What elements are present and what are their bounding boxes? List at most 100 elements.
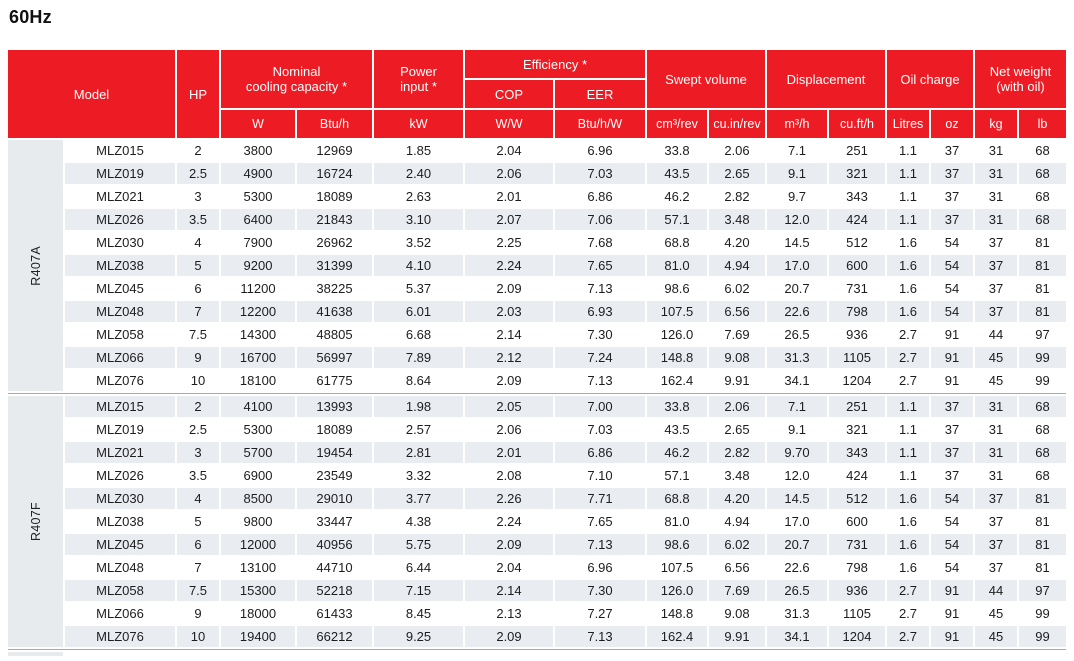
table-cell: 2.06	[709, 140, 765, 161]
table-cell: 99	[1019, 626, 1066, 647]
table-cell: 91	[931, 324, 973, 345]
unit-litres: Litres	[887, 110, 929, 138]
header-nominal-cooling-capacity: Nominal cooling capacity *	[221, 50, 372, 108]
table-cell: 7.13	[555, 370, 645, 391]
table-cell: 1.1	[887, 396, 929, 417]
header-cop: COP	[465, 80, 553, 108]
table-cell: 52218	[297, 580, 372, 601]
table-cell: 3.52	[374, 232, 463, 253]
table-cell: 5	[177, 511, 219, 532]
table-cell: 7.30	[555, 324, 645, 345]
table-cell: 2.03	[465, 301, 553, 322]
section-divider-line	[8, 649, 1066, 650]
table-cell: 2.82	[709, 186, 765, 207]
table-cell: 1.6	[887, 255, 929, 276]
model-cell: MLZ019	[65, 419, 175, 440]
unit-kw: kW	[374, 110, 463, 138]
table-cell: 7.65	[555, 511, 645, 532]
table-cell: 37	[975, 301, 1017, 322]
table-cell: 91	[931, 626, 973, 647]
table-cell: 2.24	[465, 511, 553, 532]
model-cell: MLZ045	[65, 278, 175, 299]
table-cell: 3.5	[177, 465, 219, 486]
table-cell: 2.07	[465, 209, 553, 230]
table-cell: 81	[1019, 557, 1066, 578]
table-cell: 31	[975, 419, 1017, 440]
table-cell: 29010	[297, 488, 372, 509]
table-cell: 18089	[297, 186, 372, 207]
table-cell: 45	[975, 347, 1017, 368]
table-cell: 6.56	[709, 301, 765, 322]
table-cell: 14300	[221, 324, 295, 345]
table-cell: 54	[931, 301, 973, 322]
table-cell: 56997	[297, 347, 372, 368]
table-cell: 6900	[221, 465, 295, 486]
table-cell: 7.65	[555, 255, 645, 276]
page-title: 60Hz	[9, 7, 52, 27]
cropped-next-section-label	[8, 652, 63, 656]
refrigerant-label: R407F	[8, 396, 63, 647]
table-cell: 2.04	[465, 557, 553, 578]
table-cell: 7.68	[555, 232, 645, 253]
table-cell: 7.30	[555, 580, 645, 601]
table-cell: 44710	[297, 557, 372, 578]
table-cell: 7.1	[767, 140, 827, 161]
model-cell: MLZ066	[65, 603, 175, 624]
table-cell: 4.20	[709, 232, 765, 253]
model-cell: MLZ048	[65, 557, 175, 578]
table-cell: 37	[975, 278, 1017, 299]
table-cell: 1.6	[887, 301, 929, 322]
table-cell: 68.8	[647, 232, 707, 253]
table-cell: 2.04	[465, 140, 553, 161]
table-cell: 3.48	[709, 209, 765, 230]
model-cell: MLZ058	[65, 580, 175, 601]
table-cell: 7.03	[555, 419, 645, 440]
table-cell: 5.37	[374, 278, 463, 299]
unit-w: W	[221, 110, 295, 138]
table-cell: 11200	[221, 278, 295, 299]
table-cell: 13100	[221, 557, 295, 578]
model-cell: MLZ076	[65, 626, 175, 647]
table-cell: 251	[829, 140, 885, 161]
table-cell: 37	[975, 232, 1017, 253]
table-cell: 2.13	[465, 603, 553, 624]
table-cell: 6.96	[555, 557, 645, 578]
table-cell: 936	[829, 580, 885, 601]
table-cell: 91	[931, 580, 973, 601]
table-cell: 7.69	[709, 324, 765, 345]
table-cell: 2.06	[465, 163, 553, 184]
table-cell: 54	[931, 534, 973, 555]
unit-ww: W/W	[465, 110, 553, 138]
table-cell: 1105	[829, 603, 885, 624]
table-cell: 7.89	[374, 347, 463, 368]
unit-btuh: Btu/h	[297, 110, 372, 138]
table-cell: 18089	[297, 419, 372, 440]
table-cell: 37	[931, 140, 973, 161]
table-cell: 44	[975, 324, 1017, 345]
table-cell: 5700	[221, 442, 295, 463]
table-cell: 2.65	[709, 419, 765, 440]
table-cell: 798	[829, 557, 885, 578]
table-cell: 68	[1019, 442, 1066, 463]
table-cell: 91	[931, 603, 973, 624]
table-cell: 4.38	[374, 511, 463, 532]
table-cell: 2.7	[887, 370, 929, 391]
table-cell: 9.08	[709, 347, 765, 368]
table-cell: 9.91	[709, 626, 765, 647]
table-cell: 148.8	[647, 347, 707, 368]
table-cell: 22.6	[767, 301, 827, 322]
unit-lb: lb	[1019, 110, 1066, 138]
table-cell: 44	[975, 580, 1017, 601]
table-cell: 4	[177, 488, 219, 509]
table-cell: 5	[177, 255, 219, 276]
table-cell: 9.91	[709, 370, 765, 391]
table-cell: 22.6	[767, 557, 827, 578]
table-cell: 148.8	[647, 603, 707, 624]
table-cell: 2.7	[887, 347, 929, 368]
unit-cufth: cu.ft/h	[829, 110, 885, 138]
table-cell: 7.15	[374, 580, 463, 601]
table-cell: 17.0	[767, 511, 827, 532]
table-cell: 31	[975, 396, 1017, 417]
table-cell: 6	[177, 278, 219, 299]
table-cell: 424	[829, 209, 885, 230]
